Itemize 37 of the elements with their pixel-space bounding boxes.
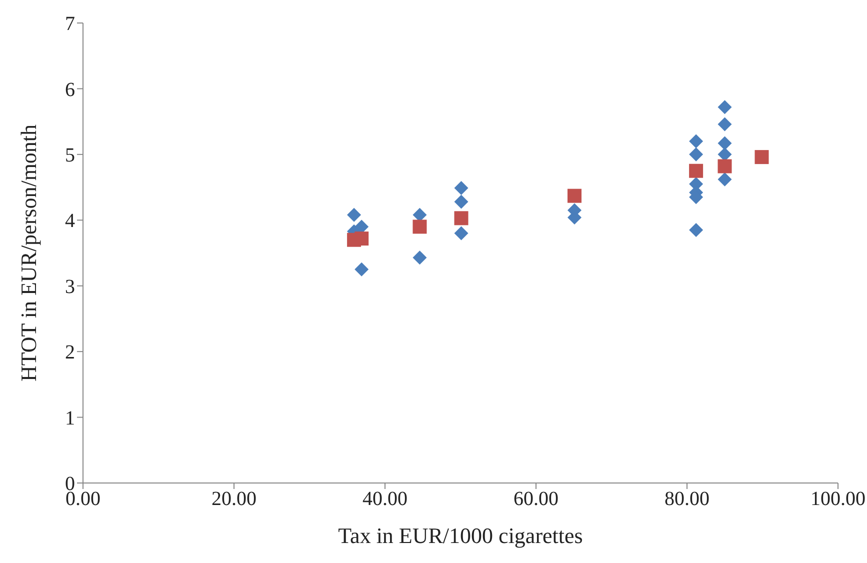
point xyxy=(689,223,704,237)
point xyxy=(689,147,704,162)
x-tick-label: 60.00 xyxy=(514,488,558,510)
point xyxy=(718,136,732,150)
point xyxy=(412,208,427,222)
y-axis-title: HTOT in EUR/person/month xyxy=(16,124,41,382)
y-tick-label: 3 xyxy=(65,276,75,298)
point xyxy=(454,194,468,209)
y-tick-label: 5 xyxy=(65,144,75,167)
point xyxy=(454,180,468,195)
x-tick-label: 100.00 xyxy=(810,488,866,510)
y-tick-label: 1 xyxy=(65,407,75,430)
point xyxy=(454,226,468,240)
x-tick-label: 80.00 xyxy=(664,488,710,510)
x-tick-label: 20.00 xyxy=(212,488,256,510)
point xyxy=(412,220,427,234)
point xyxy=(689,164,704,178)
point xyxy=(568,188,582,203)
point xyxy=(718,172,732,186)
point xyxy=(412,250,427,265)
point xyxy=(354,262,369,276)
point xyxy=(718,147,732,162)
point xyxy=(354,232,369,246)
y-tick-label: 7 xyxy=(65,13,75,36)
point xyxy=(718,100,732,114)
point xyxy=(354,220,369,234)
point xyxy=(347,208,362,222)
y-tick-label: 4 xyxy=(65,210,75,232)
point xyxy=(689,134,704,148)
point xyxy=(754,150,769,164)
point xyxy=(718,159,732,174)
point xyxy=(454,211,468,226)
x-tick-label: 40.00 xyxy=(362,488,408,510)
x-axis-title: Tax in EUR/1000 cigarettes xyxy=(338,523,583,548)
y-tick-label: 6 xyxy=(65,78,75,101)
y-tick-label: 2 xyxy=(65,342,75,364)
point xyxy=(718,117,732,132)
